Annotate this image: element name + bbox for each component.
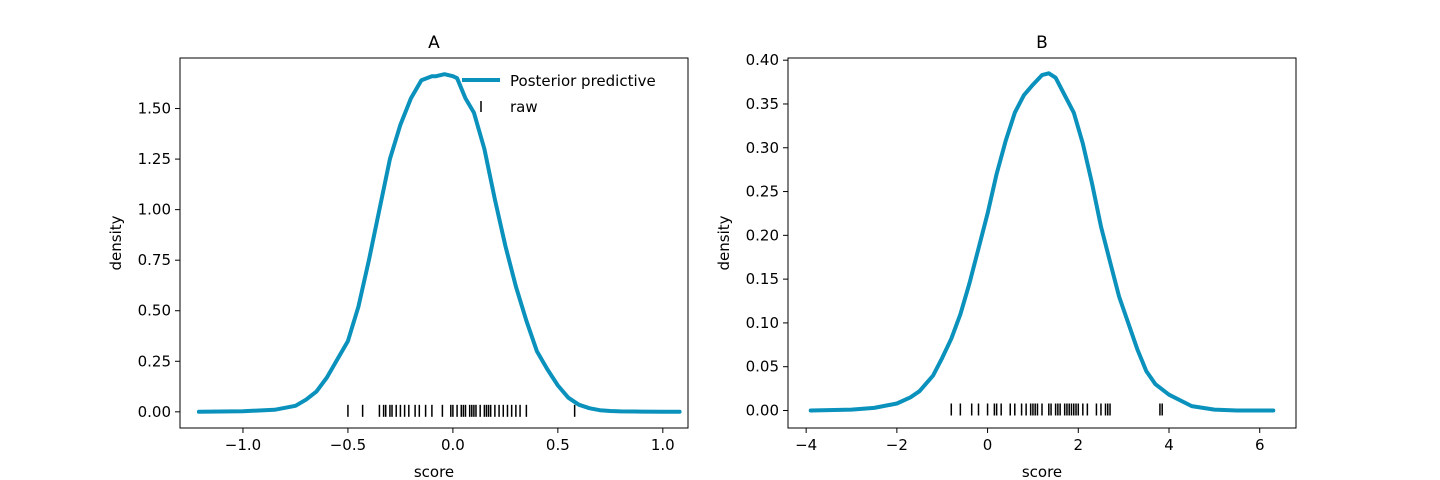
legend-label-raw: raw (510, 98, 538, 116)
y-tick-label: 0.00 (746, 401, 779, 419)
y-tick-label: 1.50 (138, 100, 171, 118)
legend: Posterior predictive raw (462, 72, 656, 116)
y-tick-label: 0.10 (746, 314, 779, 332)
legend-label-posterior: Posterior predictive (510, 72, 656, 90)
y-axis-label: density (107, 215, 125, 270)
x-axis-label: score (1022, 463, 1062, 480)
y-tick-label: 0.75 (138, 251, 171, 269)
panel-b: B −4 −2 0 2 4 6 0.00 0.05 0.10 0.15 0.20 0.25 0.30 0.… (715, 33, 1297, 480)
x-axis-label: score (414, 463, 454, 480)
y-tick-label: 0.40 (746, 51, 779, 69)
y-tick-label: 0.50 (138, 302, 171, 320)
x-tick-label: −2 (886, 436, 908, 454)
x-tick-label: −0.5 (330, 436, 366, 454)
panel-title: A (428, 33, 440, 53)
x-tick-label: −4 (795, 436, 817, 454)
density-line (808, 71, 1276, 413)
y-axis-label: density (715, 215, 733, 270)
y-tick-label: 0.05 (746, 358, 779, 376)
y-tick-label: 1.00 (138, 201, 171, 219)
plot-area: −1.0 −0.5 0.0 0.5 1.0 0.00 0.25 0.50 0.75 1.00 1.2… (138, 57, 689, 454)
x-tick-label: 0 (983, 436, 993, 454)
y-tick-label: 0.35 (746, 95, 779, 113)
x-tick-label: 0.0 (441, 436, 465, 454)
y-tick-label: 0.15 (746, 270, 779, 288)
x-tick-label: −1.0 (225, 436, 261, 454)
y-tick-label: 0.25 (746, 183, 779, 201)
y-tick-label: 0.25 (138, 352, 171, 370)
density-line (196, 72, 682, 414)
panel-a: A −1.0 −0.5 0.0 0.5 1.0 0.00 0.25 0.50 0.75 1.00 1… (107, 33, 689, 480)
y-tick-label: 0.30 (746, 139, 779, 157)
x-tick-label: 2 (1074, 436, 1084, 454)
x-tick-label: 1.0 (651, 436, 675, 454)
x-tick-label: 4 (1164, 436, 1174, 454)
x-tick-label: 6 (1255, 436, 1265, 454)
y-tick-label: 0.20 (746, 226, 779, 244)
axes-frame (179, 57, 689, 429)
y-tick-label: 0.00 (138, 403, 171, 421)
y-tick-label: 1.25 (138, 150, 171, 168)
panel-title: B (1036, 33, 1048, 53)
axes-frame (787, 57, 1297, 429)
plot-area: −4 −2 0 2 4 6 0.00 0.05 0.10 0.15 0.20 0.25 0.30 0.35… (746, 51, 1297, 454)
x-tick-label: 0.5 (546, 436, 570, 454)
